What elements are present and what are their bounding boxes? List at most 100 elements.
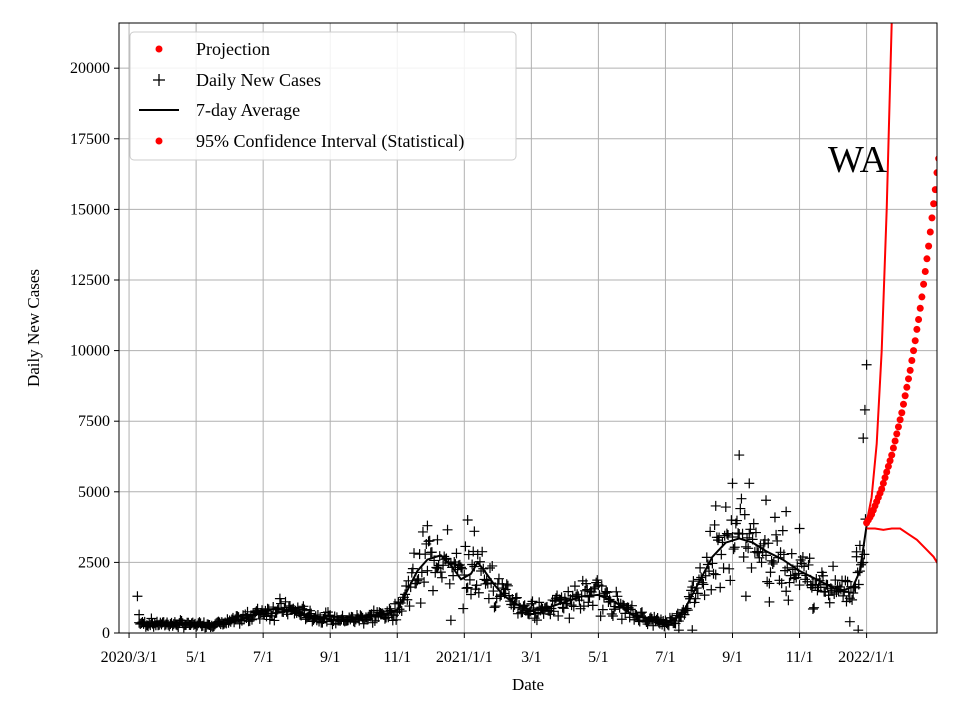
daily-case-point — [739, 509, 750, 520]
daily-case-point — [781, 586, 792, 597]
daily-case-point — [851, 551, 862, 562]
confidence-interval-point — [916, 304, 924, 312]
daily-case-point — [528, 602, 539, 613]
axis-ticks: 0 2500 5000 7500 10000 12500 15000 17500 20000 20… — [70, 60, 895, 666]
daily-case-point — [488, 586, 499, 597]
daily-case-point — [791, 572, 802, 583]
daily-case-point — [763, 538, 774, 549]
x-tick-label: 9/1 — [320, 649, 340, 666]
daily-case-point — [859, 404, 870, 415]
daily-case-point — [435, 567, 446, 578]
legend-label-7day-average: 7-day Average — [196, 100, 300, 120]
confidence-interval-point — [901, 392, 909, 400]
daily-case-point — [840, 575, 851, 586]
daily-case-point — [731, 515, 742, 526]
daily-case-point — [438, 560, 449, 571]
daily-case-point — [607, 611, 618, 622]
daily-case-point — [602, 587, 613, 598]
confidence-interval-point — [886, 457, 894, 465]
daily-case-point — [853, 579, 864, 590]
daily-case-point — [431, 562, 442, 573]
daily-case-point — [799, 561, 810, 572]
daily-case-point — [244, 615, 255, 626]
daily-case-point — [824, 597, 835, 608]
region-annotation: WA — [828, 139, 888, 181]
daily-case-point — [280, 596, 291, 607]
daily-case-point — [710, 569, 721, 580]
confidence-interval-point — [913, 325, 921, 333]
daily-case-point — [564, 613, 575, 624]
plot-area — [132, 23, 946, 633]
daily-case-point — [312, 609, 323, 620]
daily-case-point — [606, 608, 617, 619]
confidence-interval-point — [920, 280, 928, 288]
daily-case-point — [297, 603, 308, 614]
daily-case-point — [595, 611, 606, 622]
daily-case-point — [688, 576, 699, 587]
daily-case-point — [765, 567, 776, 578]
confidence-interval-point — [936, 140, 937, 143]
daily-case-point — [423, 536, 434, 547]
daily-case-point — [769, 512, 780, 523]
daily-case-point — [767, 558, 778, 569]
daily-case-point — [712, 535, 723, 546]
daily-case-point — [493, 573, 504, 584]
daily-case-point — [847, 594, 858, 605]
confidence-interval-point — [921, 268, 929, 276]
confidence-interval-point — [898, 409, 906, 417]
daily-case-point — [409, 548, 420, 559]
daily-case-point — [134, 609, 145, 620]
daily-case-point — [132, 591, 143, 602]
daily-case-point — [592, 575, 603, 586]
daily-case-point — [781, 506, 792, 517]
daily-case-point — [510, 593, 521, 604]
daily-case-point — [548, 606, 559, 617]
y-tick-label: 15000 — [70, 201, 110, 218]
daily-case-point — [416, 567, 427, 578]
daily-case-point — [422, 565, 433, 576]
daily-case-point — [804, 553, 815, 564]
confidence-interval-point — [893, 430, 901, 438]
daily-case-point — [756, 557, 767, 568]
daily-case-point — [246, 614, 257, 625]
confidence-interval-point — [881, 474, 889, 482]
confidence-interval-point — [906, 366, 914, 374]
daily-case-point — [502, 580, 513, 591]
daily-case-point — [412, 575, 423, 586]
daily-case-point — [462, 582, 473, 593]
daily-case-point — [784, 577, 795, 588]
x-tick-label: 5/1 — [186, 649, 206, 666]
daily-case-point — [462, 515, 473, 526]
daily-case-point — [803, 559, 814, 570]
daily-case-point — [780, 565, 791, 576]
daily-case-point — [648, 620, 659, 631]
y-tick-label: 2500 — [78, 554, 110, 571]
daily-case-point — [426, 547, 437, 558]
daily-case-point — [818, 570, 829, 581]
daily-case-point — [415, 598, 426, 609]
daily-case-point — [597, 604, 608, 615]
daily-case-point — [566, 600, 577, 611]
daily-case-point — [616, 614, 627, 625]
daily-case-point — [768, 557, 779, 568]
y-tick-label: 17500 — [70, 131, 110, 148]
daily-case-point — [432, 534, 443, 545]
confidence-interval-point — [894, 423, 902, 431]
daily-case-point — [601, 586, 612, 597]
confidence-interval-point — [903, 383, 911, 391]
x-tick-label: 2022/1/1 — [838, 649, 895, 666]
daily-case-point — [786, 548, 797, 559]
daily-case-point — [750, 527, 761, 538]
daily-case-point — [529, 613, 540, 624]
confidence-interval-point — [884, 462, 892, 470]
confidence-interval-point — [915, 316, 923, 324]
daily-case-point — [391, 614, 402, 625]
daily-case-point — [587, 600, 598, 611]
daily-case-point — [728, 544, 739, 555]
daily-case-point — [501, 579, 512, 590]
confidence-interval-point — [889, 444, 897, 452]
daily-case-point — [413, 573, 424, 584]
x-tick-label: 11/1 — [786, 649, 814, 666]
confidence-interval-point — [939, 123, 946, 130]
daily-case-point — [745, 524, 756, 535]
